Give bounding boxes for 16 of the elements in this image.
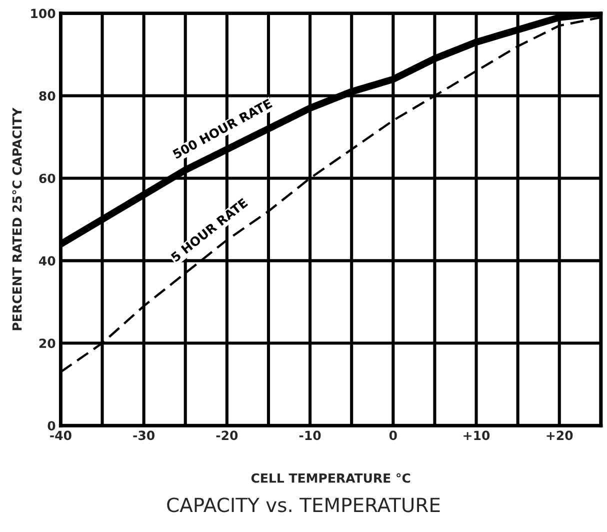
text: CAPACITY vs. TEMPERATURE xyxy=(167,498,440,512)
x-tick-label: -30 xyxy=(133,430,155,440)
y-tick-label: 100 xyxy=(31,8,56,18)
x-tick-label: -40 xyxy=(50,430,72,440)
y-axis-title: PERCENT RATED 25°C CAPACITY xyxy=(12,108,22,330)
x-tick-label: -20 xyxy=(216,430,238,440)
y-tick-label: 80 xyxy=(39,91,56,101)
x-tick-label: +20 xyxy=(546,430,573,440)
x-tick-label: -10 xyxy=(299,430,321,440)
x-tick-label: 0 xyxy=(389,430,397,440)
y-tick-label: 20 xyxy=(39,338,56,348)
x-tick-label: +10 xyxy=(464,430,490,440)
y-tick-label: 60 xyxy=(39,174,56,184)
x-axis-title: CELL TEMPERATURE °C xyxy=(251,473,410,483)
y-tick-label: 40 xyxy=(39,256,56,266)
y-tick-label: 0 xyxy=(48,421,56,431)
